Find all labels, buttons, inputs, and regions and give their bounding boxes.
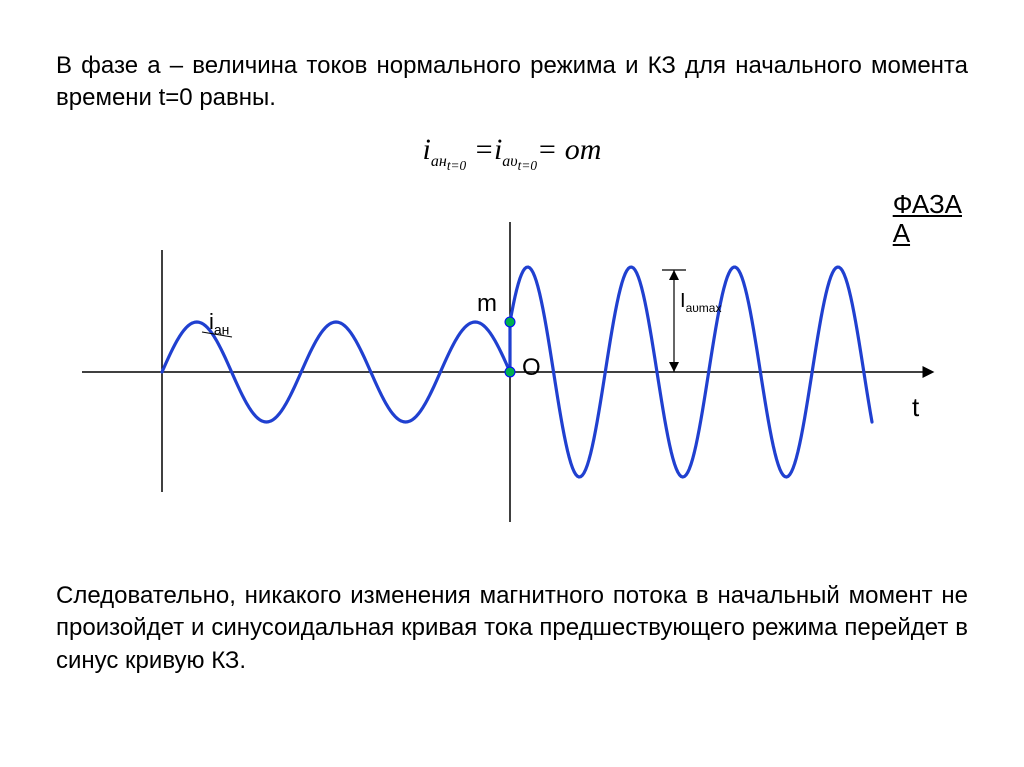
eq-lhs-base: i bbox=[423, 133, 431, 166]
eq-eq2: = bbox=[537, 133, 557, 166]
label-t: t bbox=[912, 392, 919, 423]
eq-mid-sub2: t=0 bbox=[518, 158, 537, 173]
intro-paragraph: В фазе а – величина токов нормального ре… bbox=[56, 50, 968, 115]
current-waveform-chart: ФАЗА А m O t iан Iаυmax bbox=[62, 182, 962, 552]
phase-label: ФАЗА А bbox=[893, 190, 962, 247]
phase-label-line2: А bbox=[893, 219, 962, 248]
label-m: m bbox=[477, 290, 497, 318]
equation: iанt=0 =iaυt=0= om bbox=[56, 133, 968, 174]
eq-eq1: = bbox=[474, 133, 494, 166]
label-o: O bbox=[522, 354, 541, 382]
amplitude-label: Iаυmax bbox=[680, 290, 721, 315]
eq-lhs-sub1: ан bbox=[431, 153, 447, 170]
amp-label-sub: аυmax bbox=[686, 301, 722, 315]
eq-mid-sub1: aυ bbox=[502, 153, 517, 170]
curve-label-ian: iан bbox=[209, 309, 229, 337]
conclusion-paragraph: Следовательно, никакого изменения магнит… bbox=[56, 580, 968, 677]
eq-rhs: om bbox=[557, 133, 601, 166]
chart-svg bbox=[62, 182, 962, 552]
curve-label-sub: ан bbox=[214, 321, 230, 337]
phase-label-line1: ФАЗА bbox=[893, 190, 962, 219]
eq-lhs-sub2: t=0 bbox=[447, 158, 466, 173]
